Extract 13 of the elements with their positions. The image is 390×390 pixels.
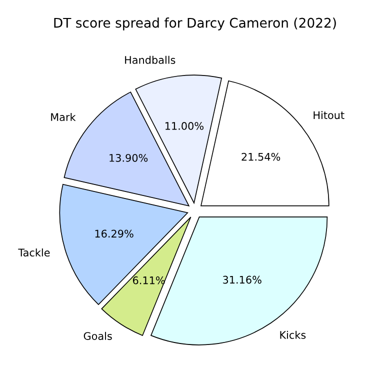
slice-label: Hitout [314, 111, 344, 120]
slice-label: Goals [84, 332, 112, 340]
data-label: 11.00% [165, 122, 204, 130]
data-label: 31.16% [223, 276, 262, 284]
slice-label: Mark [51, 112, 76, 122]
data-label: 16.29% [95, 230, 134, 238]
slice-label: Kicks [280, 330, 306, 339]
data-label: 6.11% [132, 276, 165, 284]
slice-label: Tackle [18, 248, 50, 257]
data-label: 13.90% [110, 154, 148, 162]
slice-label: Handballs [125, 56, 176, 64]
chart-title: DT score spread for Darcy Cameron (2022) [54, 18, 336, 30]
data-label: 21.54% [242, 152, 280, 161]
